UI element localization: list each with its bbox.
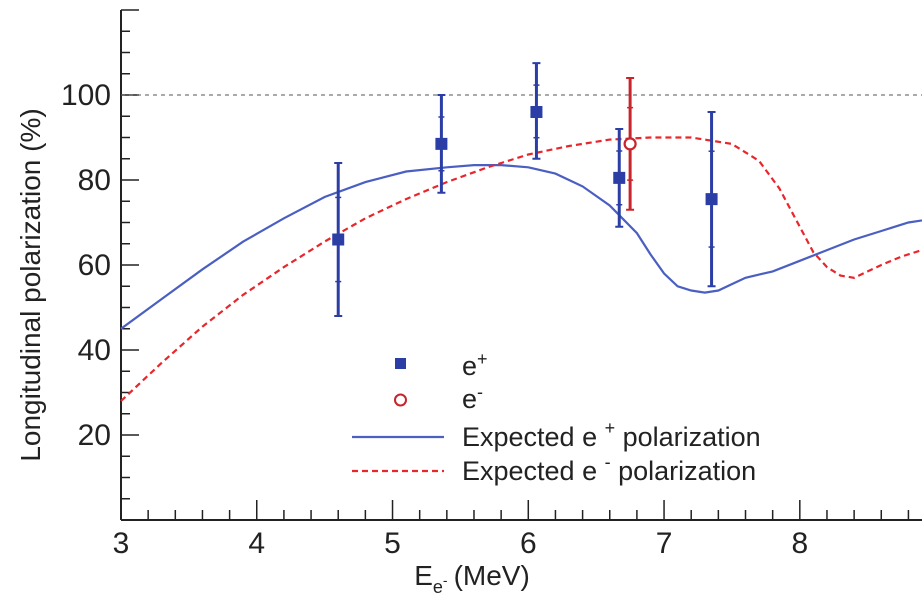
legend-marker-e-plus: [395, 358, 406, 369]
x-tick-label: 6: [520, 527, 537, 560]
e-plus-data-point: [705, 193, 718, 206]
e-minus-data-point: [623, 137, 637, 151]
expected-e-plus-curve: [120, 164, 922, 330]
x-tick-label: 3: [113, 527, 130, 560]
y-tick-label: 20: [78, 419, 111, 452]
legend-label-expected-e-plus: Expected e + polarization: [462, 418, 761, 452]
expected-e-minus-curve: [120, 136, 922, 402]
legend: e+ e- Expected e + polarization Expected…: [352, 349, 761, 486]
x-axis-title: Ee- (MeV): [414, 560, 530, 597]
y-axis-title: Longitudinal polarization (%): [15, 108, 46, 461]
legend-label-e-plus: e+: [462, 349, 488, 381]
y-tick-label: 80: [78, 164, 111, 197]
legend-marker-e-minus: [394, 393, 407, 407]
x-tick-label: 4: [248, 527, 265, 560]
y-tick-label: 40: [78, 334, 111, 367]
e-plus-data-point: [435, 137, 448, 150]
e-plus-data-point: [332, 233, 345, 246]
x-tick-label: 8: [791, 527, 808, 560]
x-tick-label: 7: [656, 527, 673, 560]
plot-area: 20 40 60 80 100 3 4 5 6 7 8: [61, 9, 922, 560]
legend-label-expected-e-minus: Expected e - polarization: [462, 452, 756, 486]
legend-label-e-minus: e-: [462, 382, 483, 414]
e-plus-data-point: [530, 106, 543, 118]
e-plus-data-point: [613, 171, 626, 184]
y-tick-label: 60: [78, 249, 111, 282]
y-tick-label: 100: [61, 79, 111, 112]
x-tick-label: 5: [384, 527, 401, 560]
